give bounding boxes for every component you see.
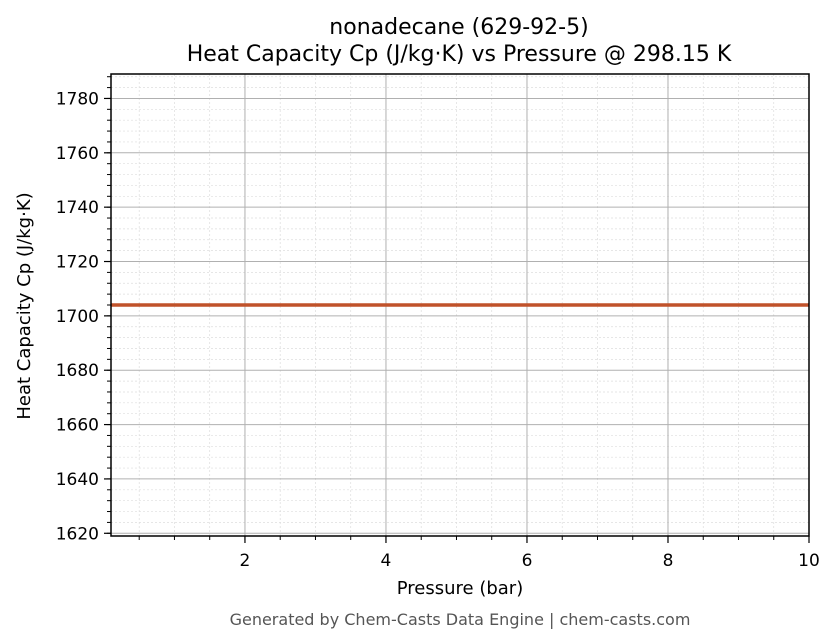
- x-tick-label: 4: [381, 551, 392, 571]
- x-tick-label: 8: [663, 551, 674, 571]
- minor-grid: [111, 74, 809, 536]
- footer-text: Generated by Chem-Casts Data Engine | ch…: [230, 610, 691, 629]
- y-tick-label: 1620: [56, 524, 99, 544]
- y-tick-label: 1740: [56, 198, 99, 218]
- y-tick-label: 1700: [56, 307, 99, 327]
- y-tick-label: 1640: [56, 470, 99, 490]
- y-tick-label: 1720: [56, 253, 99, 273]
- x-tick-label: 2: [240, 551, 251, 571]
- ticks: [104, 76, 810, 543]
- y-axis-label: Heat Capacity Cp (J/kg·K): [14, 192, 35, 419]
- y-tick-label: 1780: [56, 89, 99, 109]
- y-tick-label: 1680: [56, 361, 99, 381]
- chart-subtitle: Heat Capacity Cp (J/kg·K) vs Pressure @ …: [187, 42, 732, 67]
- major-grid: [111, 74, 810, 536]
- tick-labels: 2 4 6 8 10 1620 1640 1660 1680 1700 1720 1740 1760 17…: [56, 89, 820, 571]
- y-tick-label: 1760: [56, 144, 99, 164]
- x-tick-label: 6: [522, 551, 533, 571]
- y-tick-label: 1660: [56, 416, 99, 436]
- chart-title: nonadecane (629-92-5): [329, 15, 588, 40]
- x-axis-label: Pressure (bar): [397, 578, 523, 599]
- x-tick-label: 10: [798, 551, 820, 571]
